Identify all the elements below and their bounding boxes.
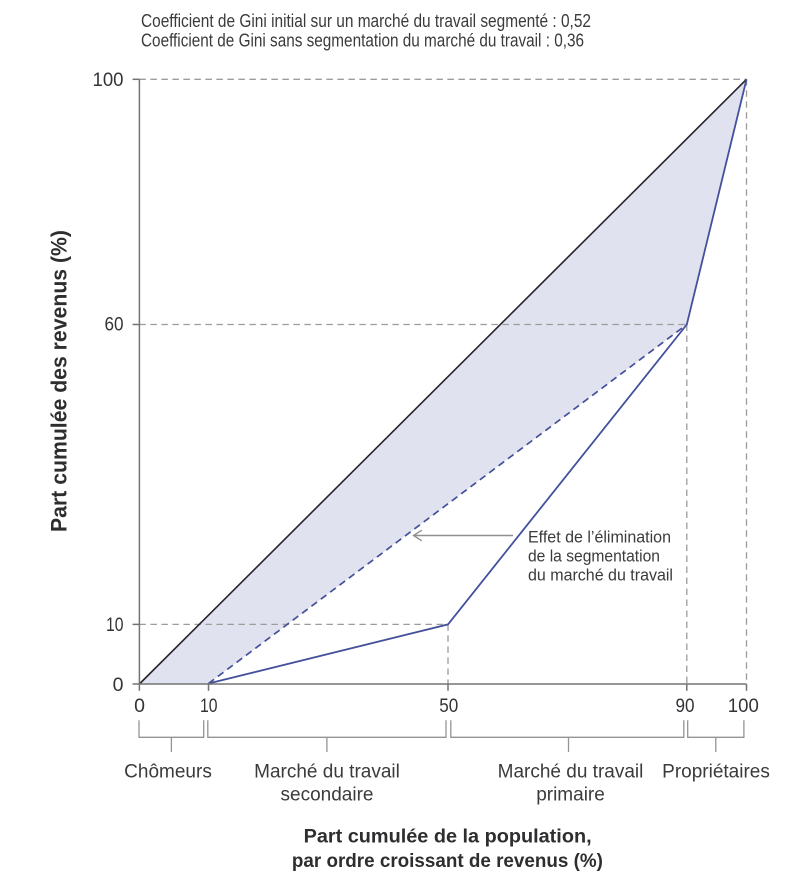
svg-text:10: 10	[200, 695, 218, 717]
svg-text:90: 90	[676, 695, 695, 717]
svg-text:10: 10	[106, 614, 124, 636]
svg-text:secondaire: secondaire	[281, 785, 374, 806]
svg-text:Propriétaires: Propriétaires	[662, 762, 770, 783]
svg-text:Coefficient de Gini sans segme: Coefficient de Gini sans segmentation du…	[141, 30, 584, 50]
svg-text:du marché du travail: du marché du travail	[528, 566, 673, 585]
svg-text:Effet de l’élimination: Effet de l’élimination	[528, 528, 671, 547]
svg-text:0: 0	[113, 674, 124, 696]
svg-text:Part cumulée des revenus (%): Part cumulée des revenus (%)	[47, 230, 72, 532]
svg-text:Marché du travail: Marché du travail	[254, 762, 400, 783]
svg-text:de la segmentation: de la segmentation	[528, 547, 660, 566]
svg-text:primaire: primaire	[536, 785, 605, 806]
svg-text:100: 100	[93, 69, 124, 91]
svg-text:100: 100	[728, 695, 759, 717]
svg-text:Part cumulée de la population,: Part cumulée de la population,	[304, 827, 592, 848]
svg-text:Coefficient de Gini initial su: Coefficient de Gini initial sur un march…	[141, 11, 591, 31]
svg-text:0: 0	[134, 695, 145, 717]
svg-text:Marché du travail: Marché du travail	[498, 762, 644, 783]
svg-text:50: 50	[439, 695, 458, 717]
svg-text:par ordre croissant de revenus: par ordre croissant de revenus (%)	[292, 851, 603, 872]
svg-text:60: 60	[105, 314, 124, 336]
svg-text:Chômeurs: Chômeurs	[124, 762, 212, 783]
